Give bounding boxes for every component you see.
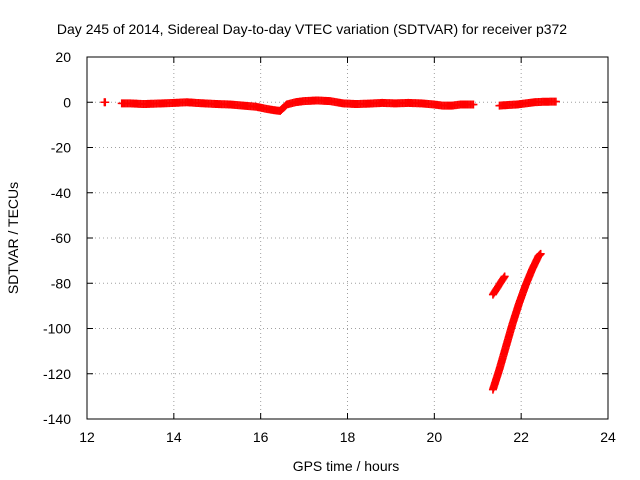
x-tick-label: 24 [600,429,616,445]
data-point [101,98,110,107]
axis-ticks: 12 14 16 18 20 22 24 20 0 -20 -40 -60 -80 -100 -120 -14… [43,49,616,445]
y-tick-label: -20 [51,140,71,156]
x-tick-label: 12 [79,429,95,445]
x-tick-label: 16 [253,429,269,445]
y-tick-label: -40 [51,185,71,201]
data-point [551,97,560,106]
y-axis-label: SDTVAR / TECUs [5,182,21,294]
data-point [469,100,478,109]
x-tick-label: 20 [427,429,443,445]
y-tick-label: -140 [43,411,71,427]
data-point [536,249,545,258]
y-tick-label: 20 [55,49,71,65]
grid-lines [87,57,608,419]
data-points [100,96,560,394]
y-tick-label: -120 [43,366,71,382]
x-tick-label: 14 [166,429,182,445]
x-tick-label: 22 [513,429,529,445]
data-point [500,272,509,281]
y-tick-label: -80 [51,275,71,291]
x-tick-label: 18 [340,429,356,445]
y-tick-label: -100 [43,321,71,337]
x-axis-label: GPS time / hours [293,458,400,474]
chart-title: Day 245 of 2014, Sidereal Day-to-day VTE… [57,21,567,37]
y-tick-label: -60 [51,230,71,246]
y-tick-label: 0 [63,94,71,110]
